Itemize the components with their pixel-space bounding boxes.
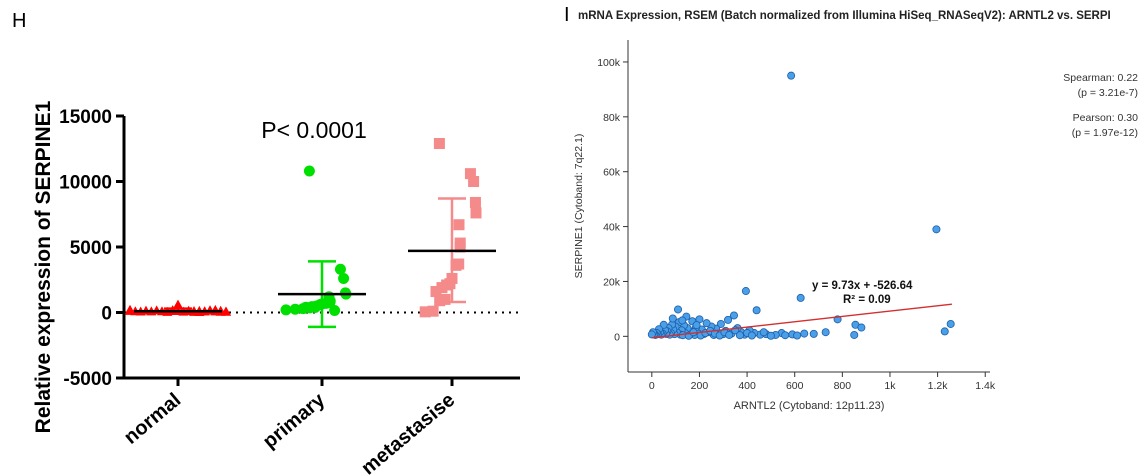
x-tick-label: normal	[120, 389, 185, 449]
scatter-point	[796, 293, 805, 302]
scatter-point	[729, 311, 738, 320]
x-tick-label: primary	[259, 388, 330, 453]
arntl2-serpine1-scatter-chart: mRNA Expression, RSEM (Batch normalized …	[573, 10, 1139, 412]
y-tick-label: 20k	[603, 276, 621, 288]
data-point-metastasise	[436, 282, 448, 294]
y-tick-label: -5000	[63, 369, 112, 390]
scatter-point	[647, 330, 656, 339]
x-tick-label: 600	[786, 380, 804, 392]
x-tick-label: 1k	[884, 380, 896, 392]
spearman-p-label: (p = 3.21e-7)	[1078, 87, 1138, 99]
scatter-point	[741, 287, 750, 296]
scatter-point	[781, 331, 790, 340]
scatter-point	[702, 319, 711, 328]
r-squared-label: R² = 0.09	[843, 294, 891, 306]
data-point-primary	[297, 303, 309, 315]
y-tick-label: 15000	[59, 107, 112, 128]
data-point-metastasise	[468, 176, 480, 187]
scatter-point	[692, 321, 701, 330]
p-value-annotation: P< 0.0001	[261, 117, 367, 143]
x-tick-label: 800	[834, 380, 852, 392]
y-tick-label: 10000	[59, 173, 112, 194]
y-tick-label: 0	[101, 304, 112, 325]
pearson-p-label: (p = 1.97e-12)	[1072, 127, 1138, 139]
data-point-metastasise	[433, 138, 445, 150]
data-point-metastasise	[453, 219, 465, 231]
panel-letter-h: H	[12, 10, 27, 32]
chart-title: mRNA Expression, RSEM (Batch normalized …	[578, 10, 1111, 22]
data-point-primary	[329, 305, 341, 317]
y-tick-label: 80k	[603, 112, 621, 124]
scatter-point	[850, 330, 859, 339]
y-axis-label: SERPINE1 (Cytoband: 7q22.1)	[573, 134, 585, 279]
scatter-point	[809, 329, 818, 338]
x-tick-label: metastasise	[357, 389, 459, 475]
scatter-point	[752, 306, 761, 315]
data-point-metastasise	[434, 295, 446, 307]
data-point-primary	[289, 303, 301, 315]
scatter-point	[668, 314, 677, 323]
scatter-point	[940, 327, 949, 336]
scatter-point	[946, 319, 955, 328]
regression-line	[651, 303, 952, 339]
scatter-point	[678, 316, 687, 325]
data-point-metastasise	[430, 286, 442, 298]
scatter-point	[857, 323, 866, 332]
scatter-point	[759, 328, 768, 337]
data-point-metastasise	[419, 306, 431, 318]
data-point-primary	[334, 263, 346, 275]
scatter-point	[725, 330, 734, 339]
scatter-point	[800, 329, 809, 338]
data-point-primary	[303, 165, 315, 177]
regression-equation: y = 9.73x + -526.64	[812, 280, 913, 292]
spearman-label: Spearman: 0.22	[1063, 72, 1138, 84]
serpine1-group-chart: -5000 0 5000 10000 15000 normal primary metasta…	[32, 100, 520, 475]
y-tick-label: 60k	[603, 167, 621, 179]
data-point-normal	[173, 299, 183, 309]
data-point-normal	[125, 304, 135, 314]
data-point-primary	[280, 304, 292, 316]
y-tick-label: 0	[614, 331, 620, 343]
y-tick-label: 40k	[603, 222, 621, 234]
y-tick-label: 5000	[70, 238, 112, 259]
data-point-primary	[338, 272, 350, 284]
scatter-point	[787, 71, 796, 80]
data-point-metastasise	[464, 168, 476, 180]
x-axis-label: ARNTL2 (Cytoband: 12p11.23)	[734, 400, 885, 412]
scatter-point	[735, 331, 744, 340]
x-tick-label: 200	[691, 380, 709, 392]
x-tick-label: 1.4k	[975, 380, 996, 392]
scatter-point	[793, 331, 802, 340]
data-point-metastasise	[450, 259, 462, 271]
pearson-label: Pearson: 0.30	[1073, 112, 1139, 124]
scatter-point	[724, 315, 733, 324]
y-tick-label: 100k	[597, 57, 621, 69]
data-point-metastasise	[469, 196, 481, 208]
scatter-point	[821, 328, 830, 337]
x-tick-label: 0	[649, 380, 655, 392]
data-point-metastasise	[454, 241, 466, 253]
data-point-metastasise	[427, 305, 439, 317]
scatter-point	[716, 319, 725, 328]
scatter-point	[932, 225, 941, 234]
panel-letter-i: I	[564, 4, 570, 26]
y-axis-label: Relative expression of SERPINE1	[32, 100, 55, 433]
scatter-point	[674, 305, 683, 314]
x-tick-label: 400	[738, 380, 756, 392]
data-point-metastasise	[470, 207, 482, 219]
x-tick-label: 1.2k	[928, 380, 949, 392]
scatter-point	[766, 331, 775, 340]
scatter-point	[747, 331, 756, 340]
